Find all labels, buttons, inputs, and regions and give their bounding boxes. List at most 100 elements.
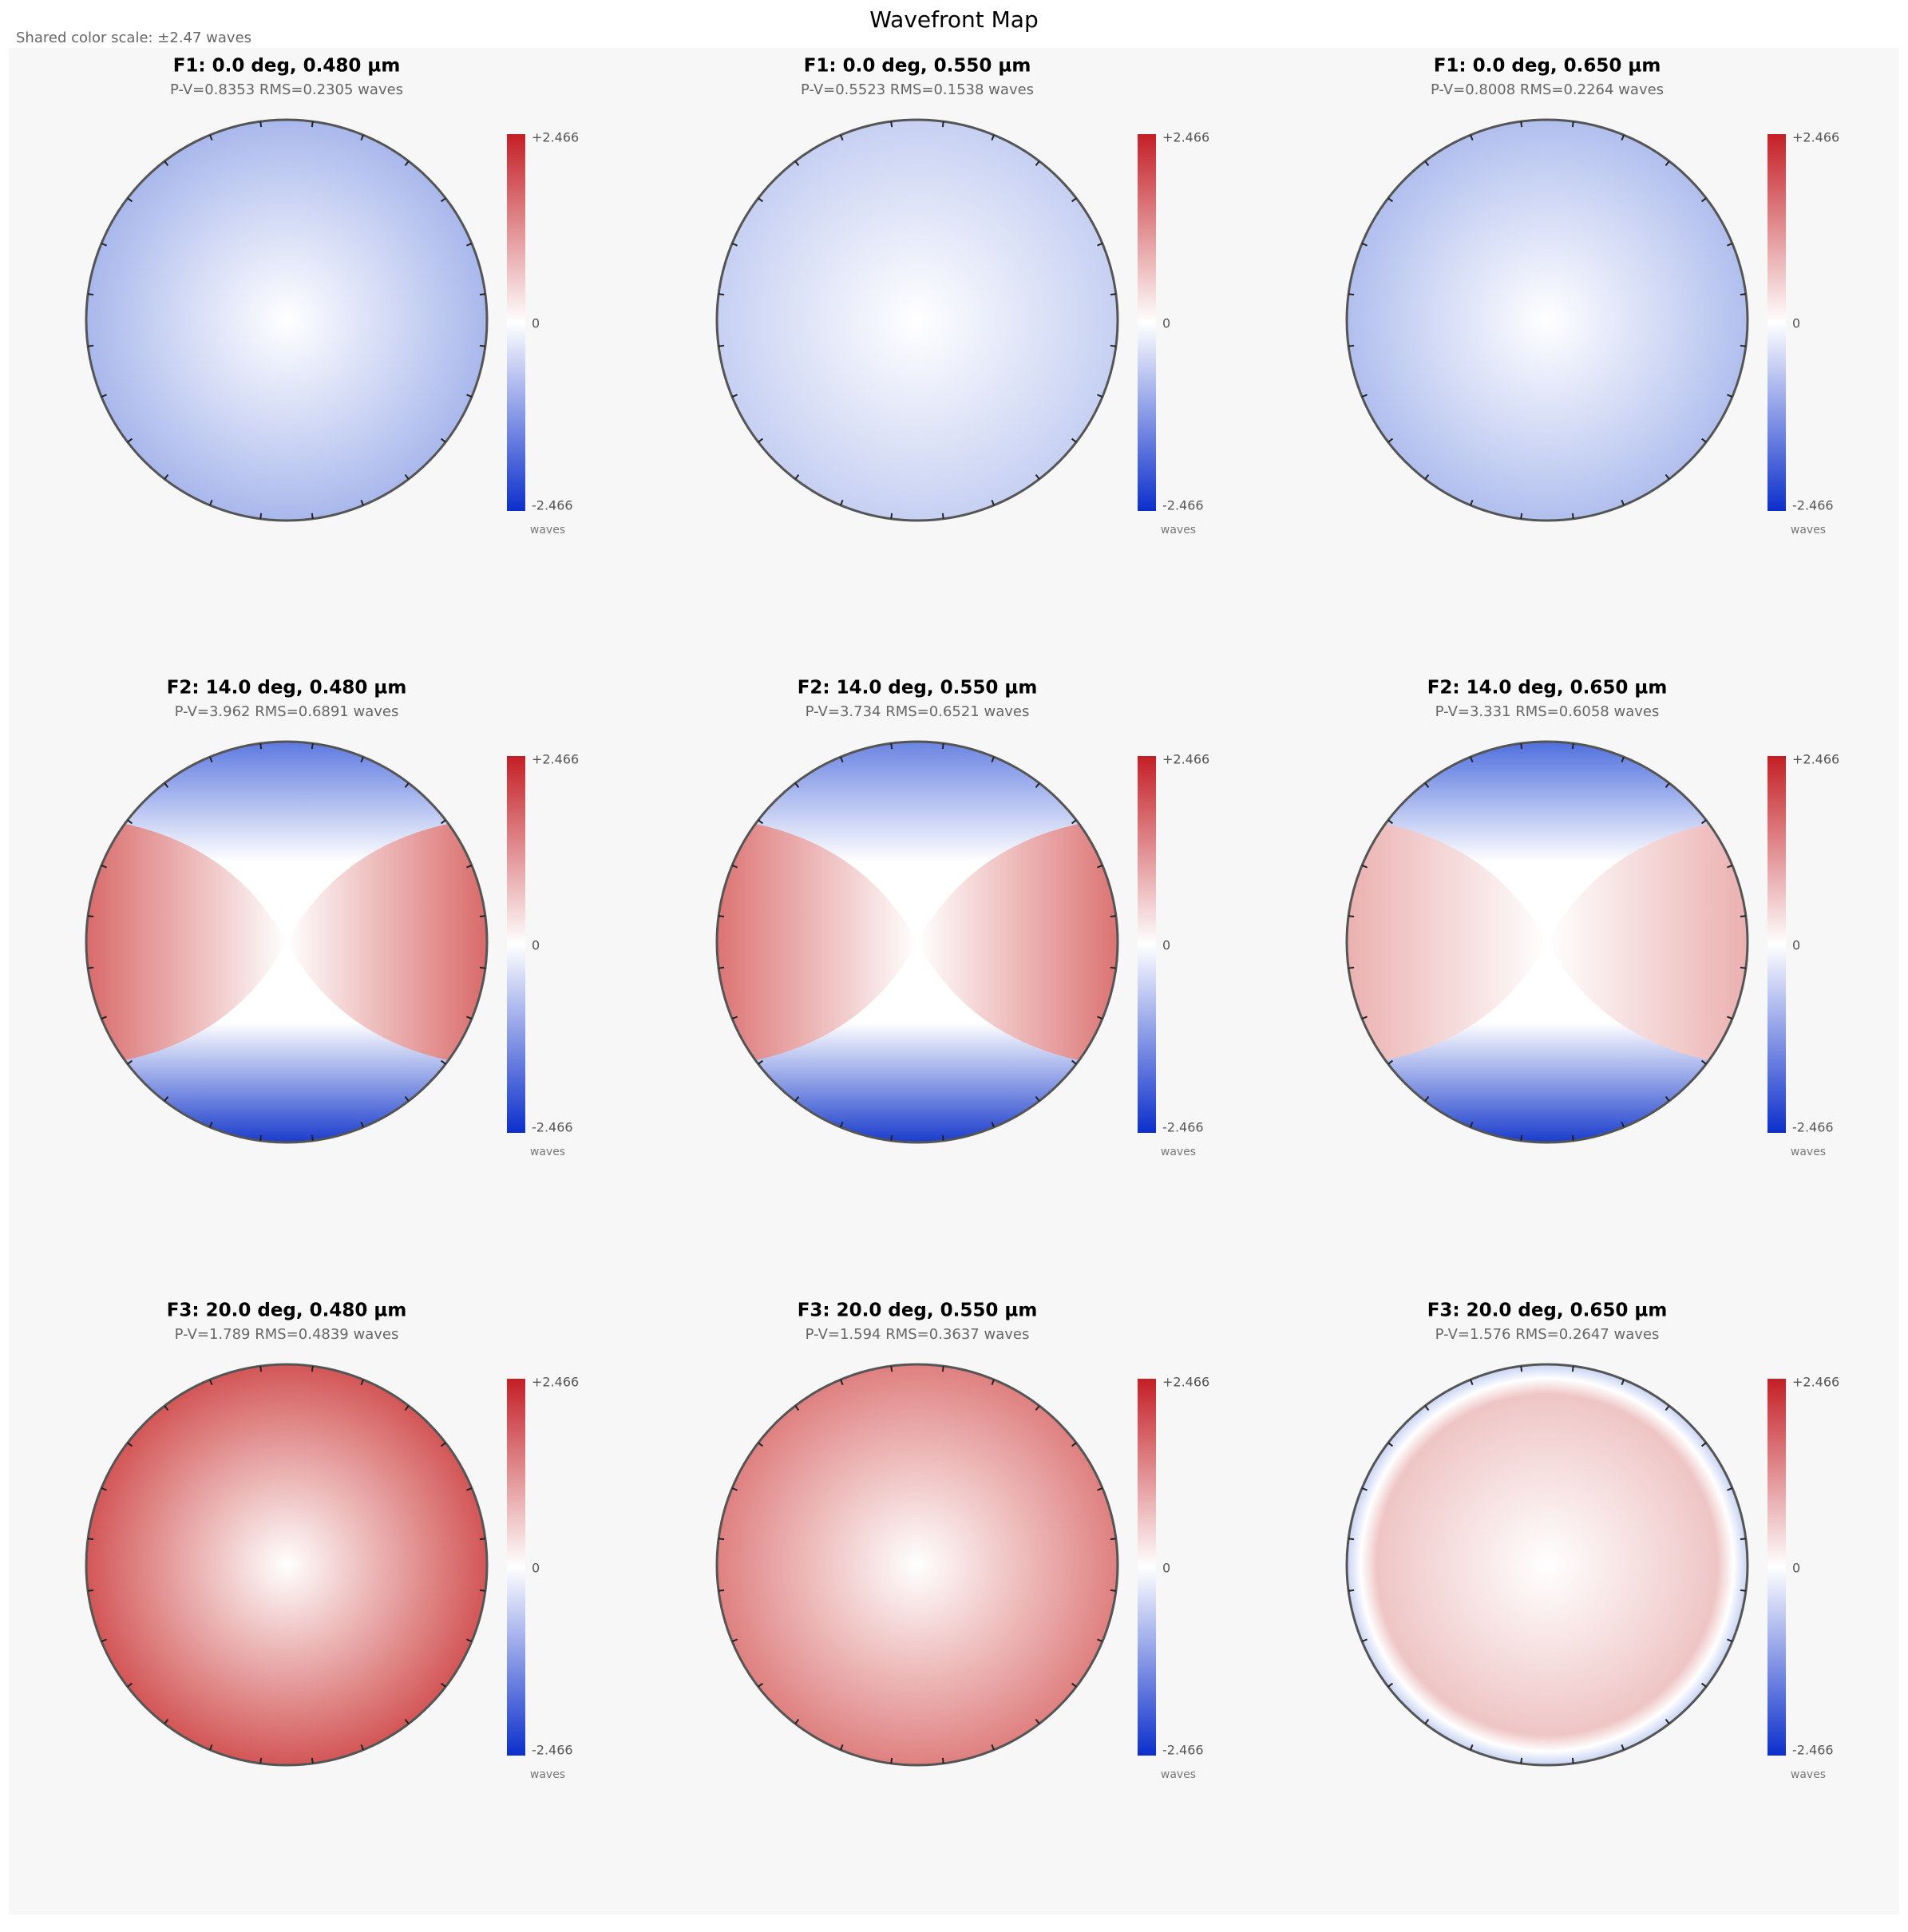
- edge-tick: [890, 1757, 893, 1764]
- edge-tick: [259, 513, 263, 519]
- edge-tick: [758, 1682, 764, 1688]
- edge-tick: [840, 756, 844, 762]
- edge-tick: [311, 1757, 314, 1764]
- edge-tick: [941, 1134, 944, 1141]
- edge-tick: [1424, 1718, 1430, 1724]
- edge-tick: [1097, 865, 1103, 869]
- colorbar-unit: waves: [1791, 1146, 1826, 1158]
- edge-tick: [1348, 293, 1355, 296]
- colorbar-max: +2.466: [532, 1375, 579, 1390]
- pupil-outline: [715, 118, 1119, 522]
- edge-tick: [1035, 160, 1040, 167]
- edge-tick: [466, 243, 473, 247]
- edge-tick: [1727, 1638, 1733, 1642]
- colorbar-max: +2.466: [1162, 1375, 1209, 1390]
- edge-tick: [991, 500, 995, 506]
- edge-tick: [1571, 743, 1574, 750]
- wavefront-lobes: [1347, 818, 1748, 1067]
- edge-tick: [991, 756, 995, 762]
- edge-tick: [840, 1744, 844, 1751]
- edge-tick: [1700, 819, 1707, 825]
- edge-tick: [1571, 1366, 1574, 1372]
- colorbar: [507, 756, 525, 1133]
- edge-tick: [101, 1487, 107, 1491]
- wavefront-map: [717, 1364, 1118, 1765]
- edge-tick: [1035, 1405, 1040, 1411]
- edge-tick: [404, 160, 410, 167]
- wavefront-fill: [1347, 1364, 1748, 1765]
- pupil-outline: [1345, 740, 1749, 1144]
- panel-title: F1: 0.0 deg, 0.650 µm: [1434, 56, 1661, 77]
- edge-tick: [758, 1442, 764, 1447]
- edge-tick: [794, 1095, 800, 1102]
- page-title: Wavefront Map: [869, 6, 1038, 33]
- edge-tick: [1361, 1015, 1368, 1019]
- edge-tick: [1621, 1122, 1625, 1128]
- colorbar-max: +2.466: [1162, 130, 1209, 145]
- colorbar-mid: 0: [1162, 316, 1170, 331]
- colorbar-unit: waves: [1161, 1768, 1196, 1781]
- subtitle: Shared color scale: ±2.47 waves: [16, 30, 251, 46]
- edge-tick: [1520, 743, 1523, 750]
- edge-tick: [941, 121, 944, 128]
- edge-tick: [1470, 1379, 1474, 1385]
- edge-tick: [466, 394, 473, 398]
- colorbar-min: -2.466: [532, 498, 573, 513]
- edge-tick: [164, 473, 169, 480]
- colorbar-max: +2.466: [1792, 130, 1839, 145]
- panel-stats: P-V=0.8353 RMS=0.2305 waves: [170, 81, 403, 98]
- edge-tick: [259, 121, 263, 128]
- edge-tick: [1727, 394, 1733, 398]
- colorbar-max: +2.466: [1792, 1375, 1839, 1390]
- wavefront-map: [717, 120, 1118, 521]
- panel: F2: 14.0 deg, 0.550 µm P-V=3.734 RMS=0.65…: [715, 678, 1209, 1158]
- edge-tick: [1035, 782, 1040, 789]
- edge-tick: [101, 394, 107, 398]
- edge-tick: [941, 1757, 944, 1764]
- pupil-outline: [715, 1363, 1119, 1767]
- edge-tick: [1035, 1718, 1040, 1724]
- edge-tick: [840, 1379, 844, 1385]
- edge-tick: [1470, 134, 1474, 141]
- edge-tick: [1424, 1405, 1430, 1411]
- edge-tick: [440, 1442, 446, 1447]
- edge-tick: [794, 160, 800, 167]
- panel: F2: 14.0 deg, 0.480 µm P-V=3.962 RMS=0.68…: [85, 678, 579, 1158]
- edge-tick: [1520, 1366, 1523, 1372]
- edge-tick: [101, 865, 107, 869]
- wavefront-lobes: [86, 818, 487, 1067]
- panel-title: F3: 20.0 deg, 0.480 µm: [167, 1301, 407, 1321]
- edge-tick: [466, 1015, 473, 1019]
- panel-title: F3: 20.0 deg, 0.650 µm: [1427, 1301, 1668, 1321]
- edge-tick: [259, 1366, 263, 1372]
- wavefront-map: [86, 120, 487, 521]
- edge-tick: [360, 1122, 364, 1128]
- colorbar: [1767, 756, 1786, 1133]
- edge-tick: [731, 865, 738, 869]
- panel: F2: 14.0 deg, 0.650 µm P-V=3.331 RMS=0.60…: [1345, 678, 1839, 1158]
- colorbar: [1138, 1379, 1156, 1756]
- colorbar: [1767, 1379, 1786, 1756]
- edge-tick: [1348, 1538, 1355, 1541]
- wavefront-fill: [86, 120, 487, 521]
- edge-tick: [1097, 1638, 1103, 1642]
- edge-tick: [440, 819, 446, 825]
- panel-title: F3: 20.0 deg, 0.550 µm: [798, 1301, 1038, 1321]
- edge-tick: [164, 160, 169, 167]
- edge-tick: [1520, 1134, 1523, 1141]
- edge-tick: [311, 1366, 314, 1372]
- edge-tick: [479, 293, 485, 296]
- edge-tick: [1520, 121, 1523, 128]
- edge-tick: [1424, 782, 1430, 789]
- edge-tick: [1035, 473, 1040, 480]
- edge-tick: [758, 819, 764, 825]
- edge-tick: [404, 1405, 410, 1411]
- edge-tick: [1387, 1442, 1394, 1447]
- edge-tick: [1621, 134, 1625, 141]
- wavefront-fill: [717, 120, 1118, 521]
- edge-tick: [1621, 1379, 1625, 1385]
- edge-tick: [1071, 197, 1077, 203]
- colorbar-mid: 0: [1792, 1561, 1800, 1576]
- edge-tick: [1097, 1487, 1103, 1491]
- edge-tick: [890, 743, 893, 750]
